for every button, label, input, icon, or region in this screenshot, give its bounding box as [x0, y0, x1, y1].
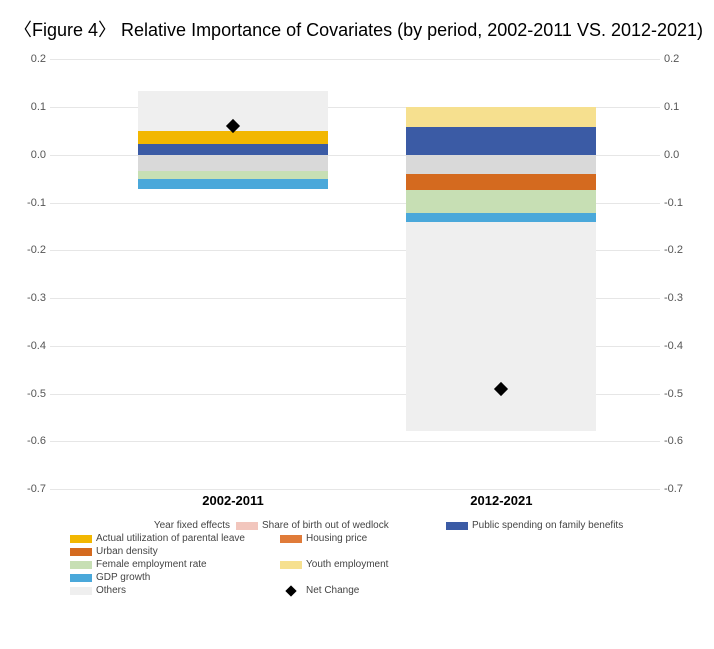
bar-segment [138, 155, 328, 171]
bar-segment [138, 144, 328, 155]
legend-swatch [70, 587, 92, 595]
ytick-right: -0.3 [664, 292, 692, 304]
bar-segment [138, 171, 328, 180]
bar-group [138, 59, 328, 489]
ytick-left: -0.4 [18, 340, 46, 352]
ytick-left: 0.0 [18, 149, 46, 161]
bar-segment [406, 155, 596, 174]
legend-item: Housing price [280, 533, 490, 544]
bar-segment [406, 174, 596, 190]
ytick-right: -0.5 [664, 388, 692, 400]
bar-segment [406, 190, 596, 213]
legend-item: Year fixed effects [70, 520, 236, 531]
ytick-right: -0.6 [664, 435, 692, 447]
legend-label: Public spending on family benefits [472, 520, 623, 531]
x-axis-label: 2012-2021 [470, 493, 532, 508]
figure-title: 〈Figure 4〉 Relative Importance of Covari… [10, 18, 704, 43]
legend-label: Net Change [306, 585, 359, 596]
bar-segment [138, 131, 328, 144]
ytick-left: 0.2 [18, 53, 46, 65]
ytick-left: 0.1 [18, 101, 46, 113]
plot-area: -0.7-0.7-0.6-0.6-0.5-0.5-0.4-0.4-0.3-0.3… [50, 59, 660, 489]
bar-segment [138, 179, 328, 189]
ytick-right: -0.7 [664, 483, 692, 495]
legend-item: Public spending on family benefits [446, 520, 656, 531]
x-axis-label: 2002-2011 [202, 493, 263, 508]
ytick-left: -0.2 [18, 244, 46, 256]
legend-item: GDP growth [70, 572, 280, 583]
legend-swatch [70, 535, 92, 543]
legend-label: Actual utilization of parental leave [96, 533, 245, 544]
legend-label: Others [96, 585, 126, 596]
ytick-right: -0.1 [664, 197, 692, 209]
legend-label: Female employment rate [96, 559, 207, 570]
legend-swatch [70, 574, 92, 582]
chart-container: -0.7 -0.7 -0.6 -0.6 -0.5 -0.5 -0.4 -0.4 -0.3 -0.3… [10, 59, 700, 597]
legend-label: Housing price [306, 533, 367, 544]
legend-label: GDP growth [96, 572, 150, 583]
legend-item: Net Change [280, 585, 490, 596]
legend-item: Share of birth out of wedlock [236, 520, 446, 531]
legend-swatch [70, 561, 92, 569]
ytick-right: 0.2 [664, 53, 692, 65]
bar-segment [406, 127, 596, 155]
legend-item: Actual utilization of parental leave [70, 533, 280, 544]
bar-segment [406, 213, 596, 223]
ytick-right: -0.4 [664, 340, 692, 352]
legend-swatch [285, 585, 296, 596]
legend-swatch [280, 535, 302, 543]
legend-swatch [446, 522, 468, 530]
legend-label: Share of birth out of wedlock [262, 520, 389, 531]
ytick-left: -0.6 [18, 435, 46, 447]
ytick-right: -0.2 [664, 244, 692, 256]
legend-swatch [236, 522, 258, 530]
ytick-right: 0.0 [664, 149, 692, 161]
legend-label: Urban density [96, 546, 158, 557]
bar-group [406, 59, 596, 489]
ytick-right: 0.1 [664, 101, 692, 113]
bar-segment [406, 222, 596, 431]
legend-swatch [280, 561, 302, 569]
legend: Year fixed effects Share of birth out of … [70, 519, 670, 597]
bar-segment [406, 107, 596, 126]
ytick-left: -0.7 [18, 483, 46, 495]
legend-item: Urban density [70, 546, 280, 557]
ytick-left: -0.1 [18, 197, 46, 209]
legend-label: Youth employment [306, 559, 388, 570]
x-axis-labels: 2002-2011 2012-2021 [50, 489, 660, 513]
legend-item: Others [70, 585, 280, 596]
legend-swatch [70, 548, 92, 556]
legend-item: Youth employment [280, 559, 490, 570]
ytick-left: -0.3 [18, 292, 46, 304]
ytick-left: -0.5 [18, 388, 46, 400]
legend-item: Female employment rate [70, 559, 280, 570]
